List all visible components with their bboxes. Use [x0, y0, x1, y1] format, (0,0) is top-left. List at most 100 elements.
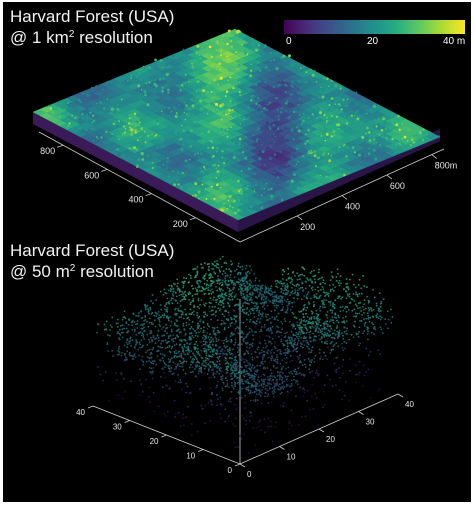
point — [252, 338, 255, 341]
terrain-canopy-point — [186, 113, 189, 116]
point — [116, 318, 119, 321]
terrain-canopy-point — [234, 78, 237, 82]
terrain-canopy-point — [180, 175, 183, 178]
terrain-canopy-point — [332, 89, 335, 91]
point — [230, 372, 233, 375]
point — [281, 308, 284, 310]
point — [259, 391, 261, 394]
point — [318, 277, 321, 280]
point — [347, 294, 349, 297]
point — [337, 316, 340, 319]
point — [312, 326, 315, 329]
terrain-canopy-point — [128, 122, 131, 125]
point — [164, 363, 167, 366]
point — [301, 326, 303, 329]
point — [262, 293, 264, 296]
point — [255, 381, 257, 384]
point — [263, 366, 265, 369]
point — [216, 352, 219, 355]
point — [296, 294, 299, 297]
terrain-canopy-point — [262, 191, 266, 195]
point — [150, 362, 153, 365]
point — [234, 294, 237, 297]
point — [324, 282, 326, 285]
point — [323, 384, 326, 387]
point — [337, 314, 340, 317]
point — [238, 435, 241, 437]
point — [211, 369, 213, 372]
point — [281, 301, 284, 303]
point — [152, 347, 155, 349]
point — [295, 381, 297, 384]
point — [181, 346, 184, 349]
terrain-canopy-point — [49, 107, 53, 110]
point — [310, 321, 312, 324]
point — [301, 364, 304, 366]
point — [159, 346, 162, 348]
point — [279, 362, 282, 365]
terrain-canopy-point — [116, 148, 119, 151]
bottom-right-tick-label: 30 — [366, 418, 375, 427]
point — [143, 320, 146, 322]
terrain-canopy-point — [201, 46, 204, 48]
point — [292, 334, 295, 337]
terrain-canopy-point — [282, 189, 285, 192]
point — [329, 290, 332, 293]
point — [284, 292, 287, 295]
terrain-canopy-point — [267, 103, 270, 106]
terrain-canopy-point — [240, 115, 244, 119]
point — [245, 423, 248, 426]
point — [347, 309, 350, 311]
point — [268, 356, 270, 359]
terrain-canopy-point — [380, 106, 383, 109]
point — [290, 336, 293, 339]
point — [337, 336, 339, 338]
point — [294, 338, 297, 341]
point — [182, 317, 185, 320]
point — [198, 286, 201, 288]
point — [212, 299, 215, 301]
point — [251, 392, 254, 395]
point — [290, 370, 292, 373]
point — [207, 269, 210, 271]
point — [249, 312, 252, 314]
terrain-canopy-point — [146, 103, 150, 107]
terrain-canopy-point — [272, 85, 275, 88]
point — [221, 281, 224, 284]
point — [194, 375, 197, 377]
point — [190, 371, 192, 374]
terrain-canopy-point — [67, 101, 70, 104]
point — [311, 312, 314, 315]
point — [201, 285, 203, 288]
point — [214, 305, 217, 308]
point — [196, 350, 198, 353]
point — [227, 302, 230, 305]
point — [245, 366, 248, 369]
point — [284, 354, 287, 356]
point — [176, 302, 179, 305]
terrain-canopy-point — [381, 122, 383, 124]
point — [190, 301, 192, 304]
point — [273, 388, 276, 390]
point — [221, 377, 224, 380]
point — [199, 330, 202, 333]
point — [196, 312, 199, 314]
terrain-canopy-point — [246, 88, 250, 92]
point — [263, 379, 265, 381]
point — [182, 293, 185, 295]
terrain-canopy-point — [273, 153, 277, 156]
terrain-canopy-point — [197, 193, 200, 196]
terrain-canopy-point — [337, 129, 340, 132]
point — [250, 415, 253, 417]
point — [290, 291, 293, 294]
terrain-canopy-point — [259, 70, 261, 72]
point — [224, 346, 227, 349]
point — [219, 346, 221, 348]
point — [152, 362, 155, 365]
terrain-canopy-point — [188, 158, 191, 161]
point — [197, 316, 200, 319]
top-left-tick — [145, 193, 152, 196]
point — [322, 279, 325, 281]
point — [205, 337, 208, 339]
